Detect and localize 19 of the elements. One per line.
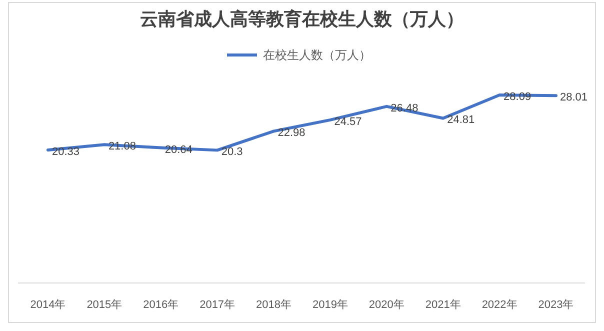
x-tick-label: 2015年 [86,299,122,311]
data-label: 24.57 [334,116,362,128]
x-tick-label: 2021年 [425,299,461,311]
data-label: 22.98 [278,127,306,140]
data-label: 28.01 [560,92,588,104]
x-tick-label: 2023年 [538,299,574,311]
x-tick-label: 2019年 [312,299,348,311]
x-tick-label: 2014年 [30,299,66,311]
x-tick-label: 2022年 [482,299,518,311]
data-label: 20.3 [221,146,243,158]
data-label: 20.33 [52,146,80,158]
title: 云南省成人高等教育在校生人数（万人） [140,9,464,30]
legend-label: 在校生人数（万人） [263,48,371,62]
x-tick-label: 2017年 [200,299,236,311]
data-label: 24.81 [447,114,475,126]
x-tick-label: 2016年 [143,299,179,311]
x-tick-label: 2018年 [256,299,292,311]
x-tick-label: 2020年 [368,299,404,311]
legend: 在校生人数（万人） [227,48,371,62]
